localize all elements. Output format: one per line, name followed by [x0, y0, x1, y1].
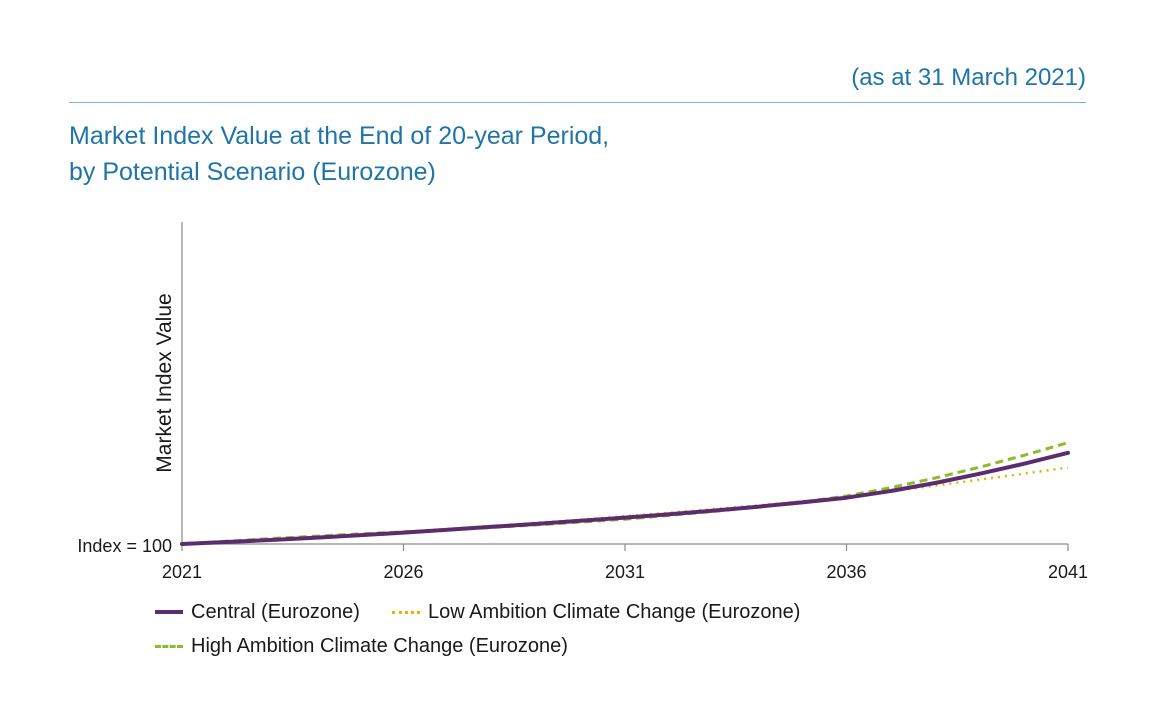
legend-item-high-ambition: High Ambition Climate Change (Eurozone) [155, 635, 568, 658]
date-note: (as at 31 March 2021) [851, 64, 1086, 91]
legend: Central (Eurozone) Low Ambition Climate … [155, 595, 832, 663]
legend-label-high-ambition: High Ambition Climate Change (Eurozone) [191, 634, 568, 657]
legend-swatch-low-ambition [391, 610, 420, 614]
legend-item-low-ambition: Low Ambition Climate Change (Eurozone) [391, 600, 801, 624]
x-tick-label: 2031 [605, 562, 645, 582]
legend-label-low-ambition: Low Ambition Climate Change (Eurozone) [427, 600, 801, 623]
y-axis-label: Market Index Value [153, 293, 176, 472]
legend-swatch-high-ambition [155, 644, 183, 648]
chart-labels: 2021 2026 2031 2036 2041 Index = 100 Market In… [77, 293, 1088, 582]
series-line-central [180, 450, 1070, 546]
title-line-1: Market Index Value at the End of 20-year… [69, 122, 610, 150]
chart-title: Market Index Value at the End of 20-year… [69, 118, 609, 190]
x-tick-label: 2041 [1048, 562, 1088, 582]
y-tick-label: Index = 100 [77, 536, 172, 556]
title-line-2: by Potential Scenario (Eurozone) [69, 158, 436, 186]
legend-label-central: Central (Eurozone) [191, 600, 360, 623]
legend-item-central: Central (Eurozone) [155, 601, 360, 624]
chart-series [180, 441, 1070, 546]
x-tick-label: 2021 [162, 562, 202, 582]
series-line-high-ambition [181, 441, 1069, 546]
chart-axes [181, 222, 1069, 551]
x-tick-label: 2026 [383, 562, 423, 582]
header-divider [69, 102, 1086, 103]
x-tick-label: 2036 [826, 562, 866, 582]
legend-swatch-central [155, 610, 183, 614]
